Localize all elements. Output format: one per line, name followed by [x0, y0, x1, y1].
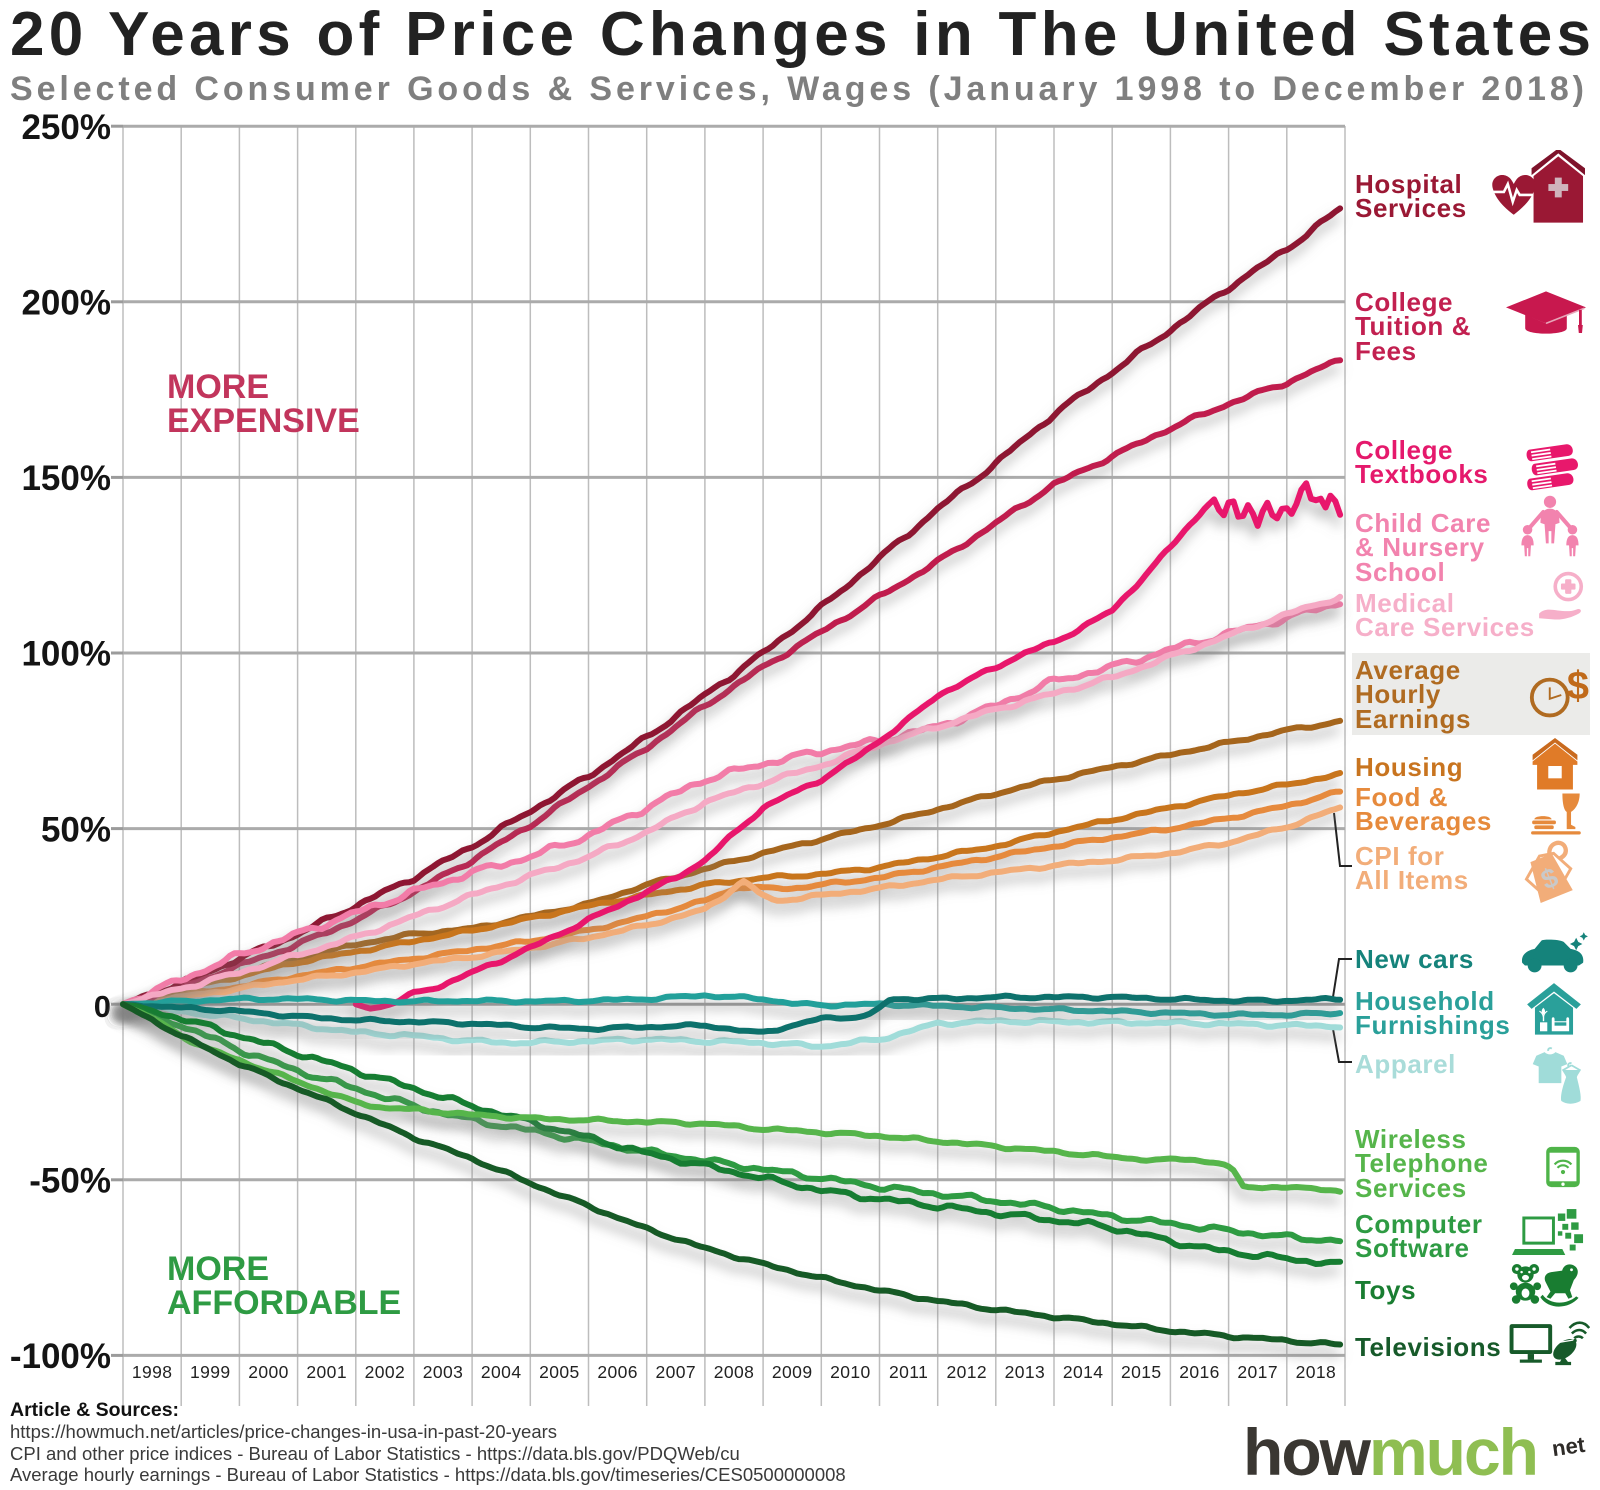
svg-text:2001: 2001: [306, 1362, 347, 1382]
svg-text:2006: 2006: [597, 1362, 638, 1382]
svg-text:2008: 2008: [714, 1362, 755, 1382]
svg-text:2011: 2011: [889, 1362, 928, 1382]
svg-text:2009: 2009: [772, 1362, 813, 1382]
svg-text:2012: 2012: [947, 1362, 988, 1382]
svg-text:2002: 2002: [365, 1362, 406, 1382]
svg-text:$: $: [1567, 668, 1589, 708]
svg-text:1999: 1999: [190, 1362, 231, 1382]
svg-text:100%: 100%: [21, 635, 111, 674]
svg-text:250%: 250%: [21, 108, 111, 147]
svg-text:-100%: -100%: [10, 1337, 111, 1376]
svg-text:50%: 50%: [41, 810, 111, 849]
svg-text:2003: 2003: [423, 1362, 464, 1382]
svg-text:2000: 2000: [248, 1362, 289, 1382]
svg-text:2014: 2014: [1063, 1362, 1104, 1382]
svg-text:2018: 2018: [1296, 1362, 1337, 1382]
svg-text:2016: 2016: [1179, 1362, 1220, 1382]
svg-text:2010: 2010: [830, 1362, 871, 1382]
svg-text:-50%: -50%: [29, 1162, 111, 1201]
svg-text:0: 0: [94, 989, 111, 1024]
svg-text:150%: 150%: [21, 459, 111, 498]
svg-text:2013: 2013: [1005, 1362, 1046, 1382]
svg-text:2007: 2007: [656, 1362, 697, 1382]
svg-text:200%: 200%: [21, 284, 111, 323]
svg-text:2004: 2004: [481, 1362, 522, 1382]
svg-text:1998: 1998: [132, 1362, 173, 1382]
svg-text:2015: 2015: [1121, 1362, 1162, 1382]
svg-text:2005: 2005: [539, 1362, 580, 1382]
svg-text:2017: 2017: [1237, 1362, 1278, 1382]
